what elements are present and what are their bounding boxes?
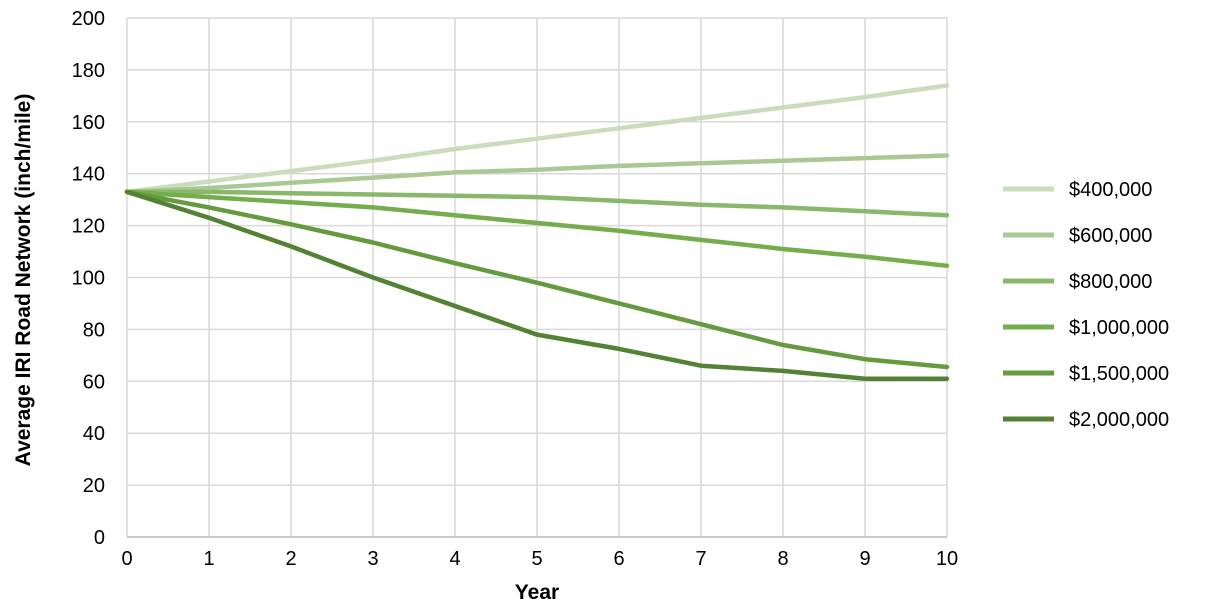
legend-item: $1,000,000: [1003, 317, 1169, 339]
legend-item: $800,000: [1003, 271, 1152, 293]
legend-item: $2,000,000: [1003, 409, 1169, 431]
x-axis-title: Year: [515, 581, 559, 604]
x-tick-label: 10: [936, 548, 958, 570]
series-lines: [124, 83, 950, 381]
series-line-5: [124, 189, 950, 381]
x-tick-label: 9: [859, 548, 870, 570]
legend-label: $400,000: [1069, 179, 1152, 201]
x-tick-label: 8: [777, 548, 788, 570]
series-line-2: [124, 189, 950, 218]
legend-item: $400,000: [1003, 179, 1152, 201]
y-tick-label: 80: [83, 319, 105, 341]
y-tick-label: 180: [72, 60, 105, 82]
y-tick-label: 60: [83, 371, 105, 393]
series-line-1: [124, 153, 950, 195]
series-line-3: [124, 189, 950, 269]
x-tick-label: 5: [531, 548, 542, 570]
legend: $400,000 $600,000 $800,000 $1,000,000 $1,500…: [1003, 179, 1169, 431]
y-axis-ticks: 0 20 40 60 80 100 120 140 160 180 200: [72, 8, 105, 549]
series-line-4: [124, 189, 950, 370]
legend-label: $800,000: [1069, 271, 1152, 293]
y-tick-label: 40: [83, 423, 105, 445]
x-tick-label: 2: [285, 548, 296, 570]
x-tick-label: 6: [613, 548, 624, 570]
x-tick-label: 0: [121, 548, 132, 570]
x-tick-label: 7: [695, 548, 706, 570]
x-tick-label: 3: [367, 548, 378, 570]
legend-item: $1,500,000: [1003, 363, 1169, 385]
legend-label: $1,000,000: [1069, 317, 1169, 339]
series-line-0: [124, 83, 950, 195]
legend-label: $1,500,000: [1069, 363, 1169, 385]
y-tick-label: 200: [72, 8, 105, 30]
legend-item: $600,000: [1003, 225, 1152, 247]
x-tick-label: 1: [203, 548, 214, 570]
x-tick-label: 4: [449, 548, 460, 570]
x-axis-ticks: 0 1 2 3 4 5 6 7 8 9 10: [121, 548, 958, 570]
gridlines: [126, 17, 948, 538]
legend-label: $2,000,000: [1069, 409, 1169, 431]
y-tick-label: 0: [94, 527, 105, 549]
y-tick-label: 160: [72, 112, 105, 134]
legend-label: $600,000: [1069, 225, 1152, 247]
y-tick-label: 100: [72, 268, 105, 290]
y-tick-label: 140: [72, 164, 105, 186]
y-tick-label: 20: [83, 475, 105, 497]
y-tick-label: 120: [72, 216, 105, 238]
y-axis-title: Average IRI Road Network (inch/mile): [12, 94, 35, 467]
